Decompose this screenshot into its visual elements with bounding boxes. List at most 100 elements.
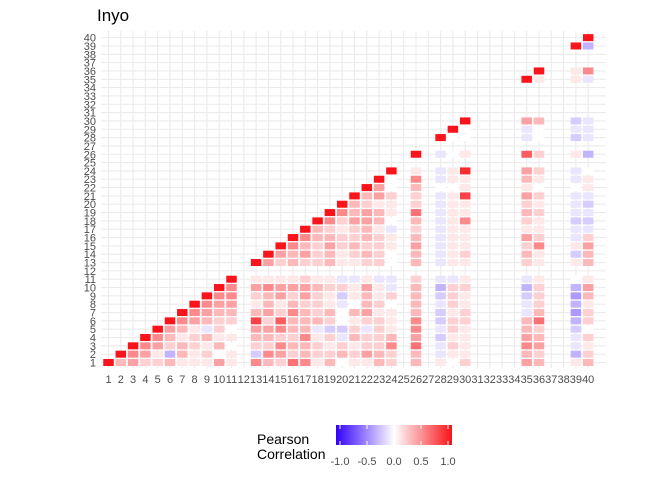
tile <box>521 167 532 175</box>
tile <box>533 359 545 366</box>
tile <box>570 250 582 258</box>
tile <box>275 350 286 358</box>
tile <box>324 217 336 225</box>
tile <box>533 342 545 350</box>
tile <box>226 342 237 350</box>
x-tick-label: 24 <box>385 374 397 386</box>
tile <box>324 292 336 300</box>
tile <box>349 250 360 258</box>
tile <box>336 284 348 292</box>
tile <box>570 292 582 300</box>
tile <box>435 342 446 350</box>
tile <box>164 359 176 366</box>
tile <box>300 292 311 300</box>
legend-tick-label: 0.5 <box>413 456 428 468</box>
x-tick-label: 14 <box>262 374 274 386</box>
tile <box>312 300 323 308</box>
tile <box>459 317 471 325</box>
tile <box>250 309 262 317</box>
tile <box>373 242 385 250</box>
tile <box>435 167 446 175</box>
tile <box>533 334 545 342</box>
x-tick-label: 10 <box>213 374 225 386</box>
tile <box>435 200 446 208</box>
tile <box>533 292 545 300</box>
tile <box>373 317 385 325</box>
tile <box>336 309 348 317</box>
tile-diagonal <box>226 275 237 283</box>
tile <box>533 259 545 267</box>
tile <box>361 325 373 333</box>
tile <box>275 275 286 283</box>
tile <box>361 192 373 200</box>
tile <box>447 300 459 308</box>
tile <box>177 350 188 358</box>
tile <box>263 325 274 333</box>
x-tick-label: 26 <box>410 374 422 386</box>
tile <box>386 284 397 292</box>
tiles <box>103 34 594 366</box>
tile <box>386 275 397 283</box>
tile <box>582 150 594 158</box>
tile <box>533 284 545 292</box>
tile <box>127 359 139 366</box>
tile <box>275 359 286 366</box>
tile-diagonal <box>140 334 151 342</box>
tile-diagonal <box>201 292 213 300</box>
tile <box>336 217 348 225</box>
y-tick-label: 6 <box>90 316 96 328</box>
tile <box>447 342 459 350</box>
tile <box>570 225 582 233</box>
tile <box>201 350 213 358</box>
tile <box>177 325 188 333</box>
tile <box>287 284 299 292</box>
tile <box>312 334 323 342</box>
x-tick-label: 22 <box>361 374 373 386</box>
y-tick-label: 5 <box>90 324 96 336</box>
tile <box>521 200 532 208</box>
tile <box>336 342 348 350</box>
x-tick-label: 9 <box>204 374 210 386</box>
tile <box>213 309 225 317</box>
tile <box>373 184 385 192</box>
x-tick-label: 6 <box>167 374 173 386</box>
tile <box>226 350 237 358</box>
tile <box>373 225 385 233</box>
tile <box>349 292 360 300</box>
tile <box>275 250 286 258</box>
y-tick-label: 21 <box>84 191 96 203</box>
tile <box>349 300 360 308</box>
tile <box>287 317 299 325</box>
tile-diagonal <box>103 359 114 366</box>
tile <box>189 359 200 366</box>
y-tick-label: 18 <box>84 216 96 228</box>
tile <box>287 309 299 317</box>
tile <box>410 275 422 283</box>
tile <box>386 225 397 233</box>
tile-diagonal <box>435 134 446 142</box>
tile <box>570 217 582 225</box>
legend-title-line-2: Correlation <box>257 446 325 462</box>
tile <box>213 350 225 358</box>
tile <box>570 167 582 175</box>
tile <box>533 317 545 325</box>
tile <box>410 167 422 175</box>
tile <box>521 150 532 158</box>
tile <box>336 209 348 217</box>
tile <box>312 325 323 333</box>
x-tick-label: 3 <box>130 374 136 386</box>
y-tick-label: 25 <box>84 158 96 170</box>
x-tick-label: 35 <box>521 374 533 386</box>
tile <box>336 317 348 325</box>
tile-diagonal <box>349 192 360 200</box>
tile <box>447 259 459 267</box>
y-tick-label: 23 <box>84 174 96 186</box>
tile <box>459 359 471 366</box>
x-axis-tick-labels: 1 2 3 4 5 6 7 8 9 10 11 12 13 14 15 16 17 18 19 20 21 22 23 24 2… <box>105 374 594 386</box>
tile <box>336 292 348 300</box>
tile <box>410 325 422 333</box>
tile <box>164 342 176 350</box>
tile <box>435 242 446 250</box>
tile <box>582 259 594 267</box>
tile <box>582 67 594 75</box>
